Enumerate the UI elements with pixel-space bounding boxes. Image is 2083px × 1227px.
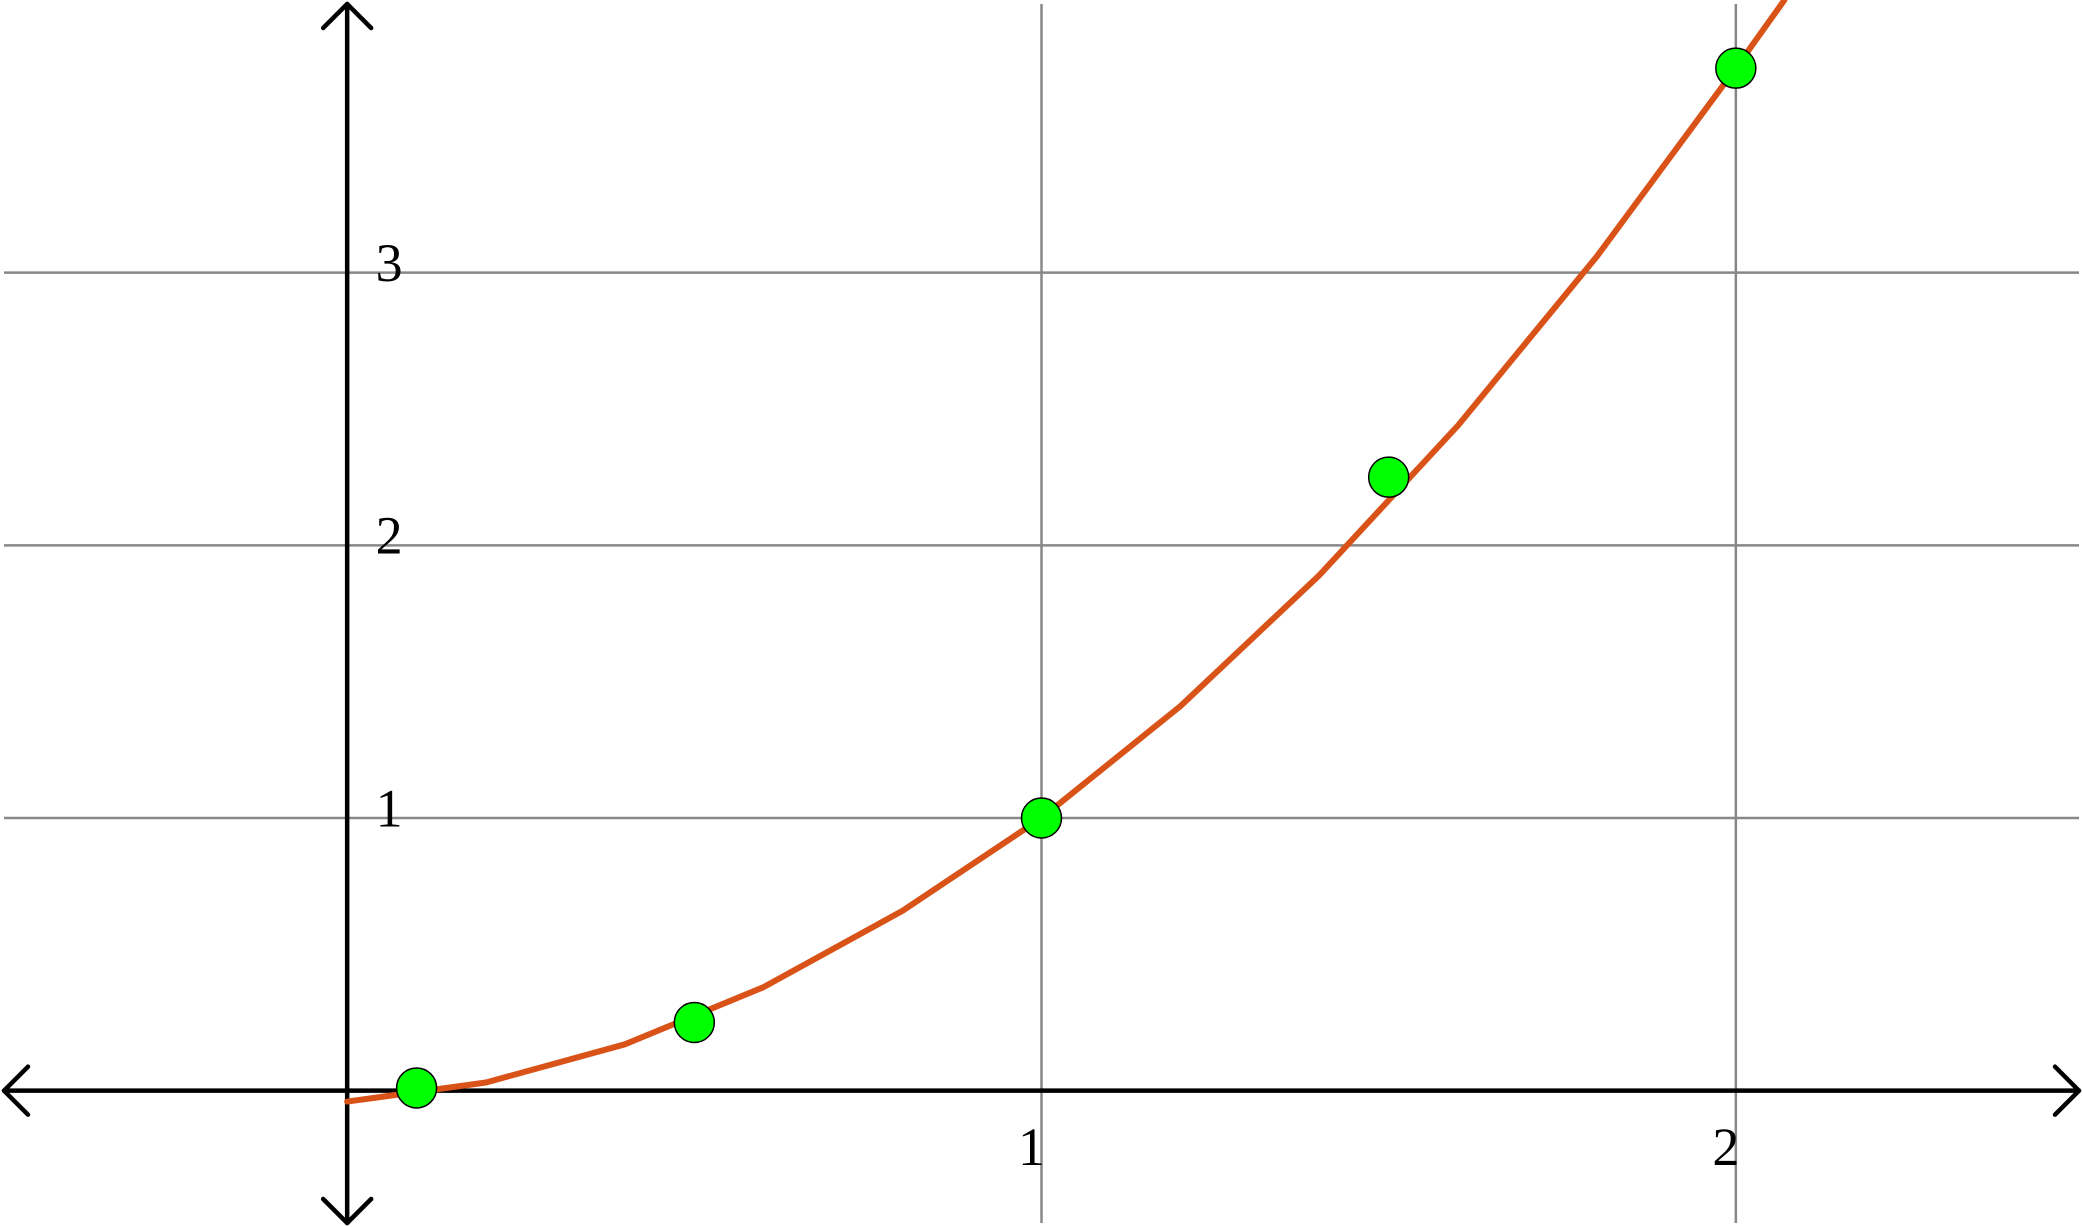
- x-tick-label: 1: [1018, 1117, 1045, 1177]
- curve: [344, 0, 1788, 1105]
- data-point: [673, 1001, 716, 1044]
- data-point: [1715, 47, 1757, 89]
- y-tick-label: 3: [376, 233, 403, 293]
- y-tick-label: 2: [376, 506, 403, 566]
- data-point: [395, 1067, 438, 1109]
- y-tick-label: 1: [376, 778, 403, 838]
- arrow-head: [320, 1, 374, 31]
- data-point: [1020, 797, 1063, 839]
- x-tick-label: 2: [1712, 1117, 1739, 1177]
- arrow-head: [2052, 1064, 2082, 1117]
- arrow-head: [320, 1196, 374, 1226]
- arrow-head: [1, 1064, 31, 1117]
- data-point: [1367, 456, 1410, 498]
